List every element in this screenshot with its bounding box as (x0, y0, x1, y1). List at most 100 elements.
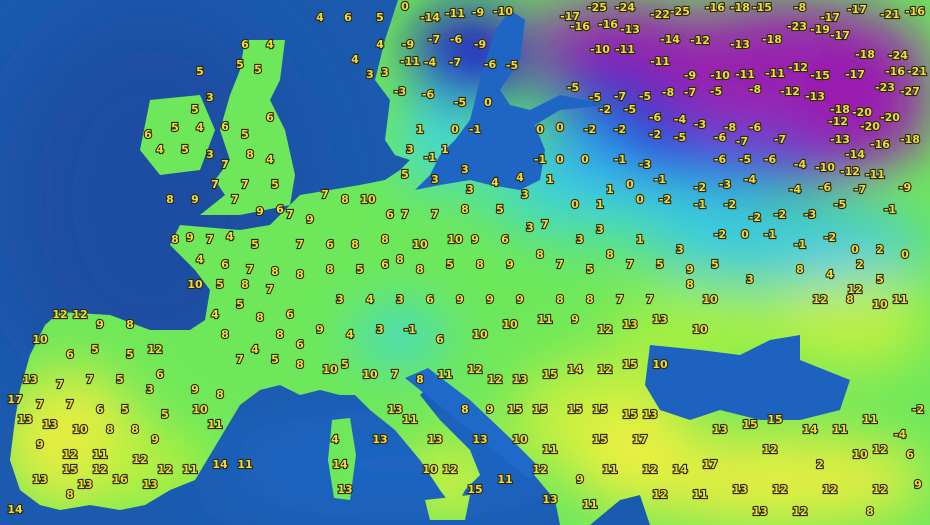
temperature-label: -11 (650, 55, 670, 68)
temperature-label: -12 (780, 85, 800, 98)
temperature-label: 8 (296, 358, 304, 371)
temperature-label: 6 (221, 120, 229, 133)
temperature-label: 5 (376, 11, 384, 24)
temperature-label: -6 (484, 58, 497, 71)
temperature-label: 11 (892, 293, 907, 306)
black-sea (645, 335, 850, 420)
temperature-label: -4 (894, 428, 907, 441)
temperature-label: -3 (639, 158, 651, 171)
temperature-label: 13 (752, 505, 767, 518)
temperature-label: -13 (620, 23, 640, 36)
temperature-label: 13 (42, 418, 57, 431)
temperature-label: 11 (537, 313, 552, 326)
temperature-label: 8 (461, 403, 469, 416)
temperature-label: 4 (351, 53, 359, 66)
temperature-label: 7 (266, 283, 274, 296)
temperature-label: -17 (845, 68, 865, 81)
temperature-label: 5 (216, 278, 224, 291)
temperature-label: 15 (62, 463, 77, 476)
temperature-label: 3 (206, 148, 214, 161)
temperature-label: 17 (7, 393, 22, 406)
temperature-label: -20 (860, 120, 880, 133)
temperature-label: 13 (142, 478, 157, 491)
temperature-label: 7 (556, 258, 564, 271)
temperature-label: 13 (472, 433, 487, 446)
temperature-label: 9 (316, 323, 324, 336)
temperature-label: 8 (416, 373, 424, 386)
temperature-label: 12 (822, 483, 837, 496)
temperature-label: -3 (804, 208, 816, 221)
temperature-label: 13 (372, 433, 387, 446)
temperature-label: -25 (587, 1, 607, 14)
temperature-label: 13 (77, 478, 92, 491)
temperature-label: 4 (331, 433, 339, 446)
temperature-label: 9 (256, 205, 264, 218)
temperature-label: 13 (387, 403, 402, 416)
temperature-label: 3 (676, 243, 684, 256)
temperature-label: 5 (116, 373, 124, 386)
temperature-label: -2 (749, 211, 761, 224)
temperature-label: -16 (570, 20, 590, 33)
temperature-label: 3 (526, 221, 534, 234)
temperature-label: 12 (62, 448, 77, 461)
temperature-label: 5 (254, 63, 262, 76)
temperature-label: 1 (636, 233, 644, 246)
temperature-label: -4 (794, 158, 807, 171)
temperature-label: 3 (596, 223, 604, 236)
temperature-label: 12 (92, 463, 107, 476)
temperature-label: 3 (376, 323, 384, 336)
temperature-label: -16 (870, 138, 890, 151)
temperature-label: 12 (597, 363, 612, 376)
temperature-label: -18 (830, 103, 850, 116)
temperature-label: 8 (276, 328, 284, 341)
temperature-label: 7 (86, 373, 94, 386)
temperature-label: 15 (622, 358, 637, 371)
temperature-label: 1 (596, 198, 604, 211)
temperature-label: 6 (66, 348, 74, 361)
temperature-label: 6 (221, 258, 229, 271)
temperature-label: -20 (880, 111, 900, 124)
temperature-label: 5 (271, 353, 279, 366)
temperature-label: -6 (422, 88, 435, 101)
temperature-label: 9 (186, 231, 194, 244)
temperature-label: 12 (532, 463, 547, 476)
baltic-sea (415, 10, 610, 190)
temperature-label: 7 (321, 188, 329, 201)
temperature-label: 11 (692, 488, 707, 501)
temperature-label: -6 (714, 153, 727, 166)
temperature-label: 13 (512, 373, 527, 386)
temperature-label: 12 (467, 363, 482, 376)
temperature-label: -15 (752, 1, 772, 14)
temperature-label: 15 (507, 403, 522, 416)
temperature-label: 5 (251, 238, 259, 251)
temperature-label: -3 (694, 118, 706, 131)
temperature-label: 5 (586, 263, 594, 276)
temperature-label: -2 (824, 231, 836, 244)
temperature-label: -6 (749, 121, 762, 134)
temperature-label: 13 (32, 473, 47, 486)
temperature-label: 5 (271, 178, 279, 191)
temperature-label: 7 (646, 293, 654, 306)
temperature-label: 13 (22, 373, 37, 386)
temperature-label: -12 (690, 34, 710, 47)
temperature-label: -18 (855, 48, 875, 61)
temperature-label: 5 (196, 65, 204, 78)
temperature-label: 8 (256, 311, 264, 324)
temperature-label: -7 (614, 90, 626, 103)
temperature-label: 8 (866, 505, 874, 518)
temperature-label: -2 (694, 181, 706, 194)
temperature-label: 12 (762, 443, 777, 456)
temperature-label: 17 (632, 433, 647, 446)
temperature-label: 12 (52, 308, 67, 321)
temperature-label: -4 (789, 183, 802, 196)
temperature-label: -2 (774, 208, 786, 221)
temperature-label: -14 (660, 33, 680, 46)
temperature-label: 3 (576, 233, 584, 246)
temperature-label: -2 (614, 123, 626, 136)
temperature-label: 3 (146, 383, 154, 396)
temperature-label: 0 (536, 123, 544, 136)
temperature-label: 4 (266, 153, 274, 166)
temperature-label: 3 (461, 163, 469, 176)
